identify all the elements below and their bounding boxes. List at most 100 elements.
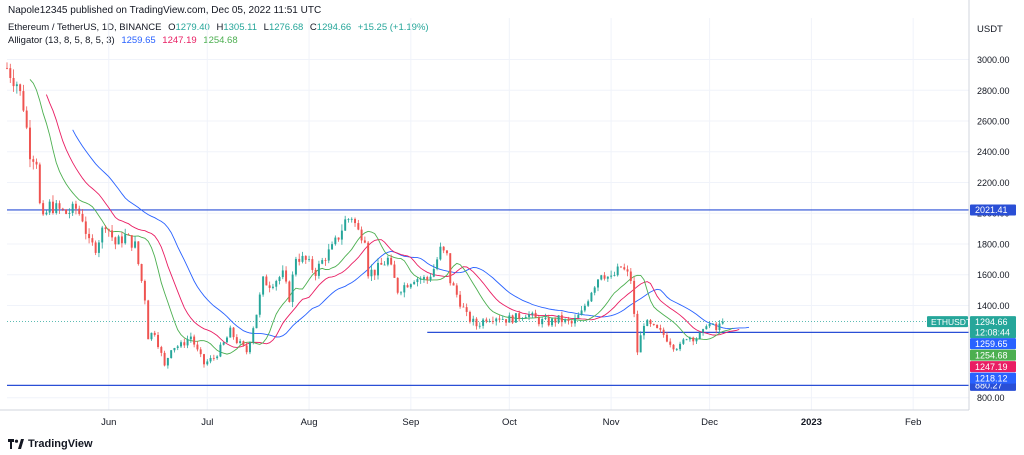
candle-body [544, 317, 547, 320]
candle-body [597, 279, 599, 288]
candle-body [682, 339, 685, 344]
candle-body [357, 223, 360, 230]
candle-body [275, 281, 278, 287]
candle-body [337, 237, 340, 240]
y-tick-label: 2800.00 [977, 86, 1010, 96]
candle-body [9, 68, 12, 78]
candle-body [183, 342, 186, 346]
candle-body [396, 277, 399, 293]
candle-body [465, 307, 468, 312]
candle-body [84, 221, 87, 234]
candle-body [120, 236, 123, 244]
candle-body [442, 246, 445, 251]
candle-body [219, 344, 222, 357]
candle-body [281, 270, 284, 278]
ohlc-low: L1276.68 [263, 22, 304, 33]
candle-body [603, 275, 606, 279]
candle-body [459, 294, 462, 307]
candle-body [702, 329, 705, 333]
candle-body [317, 263, 320, 276]
candle-body [340, 230, 343, 240]
candle-body [268, 285, 271, 288]
candle-body [642, 325, 645, 336]
price-change: +15.25 (+1.19%) [357, 22, 429, 33]
horizontal-line-tag-box [970, 204, 1016, 216]
candle-body [134, 241, 137, 248]
candle-body [646, 320, 649, 326]
candle-body [314, 269, 317, 276]
candle-body [531, 312, 534, 315]
candle-body [140, 264, 143, 281]
candle-body [482, 319, 485, 326]
candle-body [166, 358, 169, 366]
candle-body [583, 305, 586, 311]
candle-body [88, 233, 91, 239]
candle-body [455, 285, 458, 295]
candle-body [574, 318, 576, 324]
candle-body [718, 323, 721, 330]
candle-body [199, 349, 202, 355]
tradingview-footer[interactable]: TradingView [8, 438, 93, 450]
ohlc-open: O1279.40 [168, 22, 210, 33]
x-tick-label: Nov [603, 417, 620, 428]
candle-body [429, 276, 432, 280]
y-tick-label: 800.00 [977, 393, 1005, 403]
candle-body [147, 300, 150, 340]
currency-label: USDT [977, 24, 1003, 35]
candle-body [130, 235, 133, 248]
candle-body [426, 277, 429, 280]
candle-body [51, 201, 54, 214]
candle-body [271, 286, 274, 288]
x-tick-label: Jun [101, 417, 116, 428]
candle-body [419, 278, 422, 280]
candle-body [501, 319, 504, 321]
candle-body [222, 342, 225, 345]
candle-body [672, 344, 675, 350]
last-price-tag-box [970, 316, 1016, 339]
y-tick-label: 2600.00 [977, 116, 1010, 126]
candle-body [679, 343, 682, 350]
candle-body [38, 164, 41, 204]
candle-body [370, 269, 373, 277]
candle-body [94, 242, 97, 253]
tradingview-logo-icon [8, 439, 24, 449]
y-tick-label: 1600.00 [977, 270, 1010, 280]
candle-body [206, 361, 209, 365]
candle-body [570, 320, 573, 324]
candle-body [367, 242, 370, 277]
candle-body [258, 294, 261, 315]
candle-body [288, 281, 291, 302]
indicator-legend: Alligator (13, 8, 5, 8, 5, 3) 1259.65 12… [8, 35, 242, 46]
candle-body [81, 213, 84, 222]
candles [6, 62, 724, 369]
candle-body [688, 337, 691, 340]
candle-body [173, 347, 176, 351]
candle-body [114, 237, 117, 245]
candle-body [225, 337, 228, 343]
candle-body [436, 259, 439, 270]
candle-body [78, 208, 81, 214]
alligator-tag: 1254.68 [975, 350, 1008, 360]
candle-body [308, 259, 311, 260]
candle-body [65, 209, 68, 214]
price-tags: 2021.41 880.27 ETHUSDT 1294.6612:08:441259.… [927, 204, 1016, 391]
candle-body [232, 327, 235, 338]
candle-body [203, 354, 205, 365]
candle-body [472, 318, 475, 322]
candle-body [262, 276, 265, 295]
x-tick-label: Feb [905, 417, 921, 428]
candle-body [406, 285, 409, 288]
candle-body [511, 315, 514, 323]
symbol-name: Ethereum / TetherUS, 1D, BINANCE [8, 22, 162, 33]
y-tick-label: 3000.00 [977, 55, 1010, 65]
candle-body [580, 310, 583, 316]
candle-body [97, 242, 100, 253]
candle-body [416, 279, 419, 283]
alligator-lines [29, 79, 750, 355]
candle-body [518, 313, 521, 319]
x-tick-label: Dec [701, 417, 718, 428]
candle-body [577, 315, 580, 319]
alligator-tag: 1247.19 [975, 362, 1008, 372]
candle-body [600, 275, 603, 280]
